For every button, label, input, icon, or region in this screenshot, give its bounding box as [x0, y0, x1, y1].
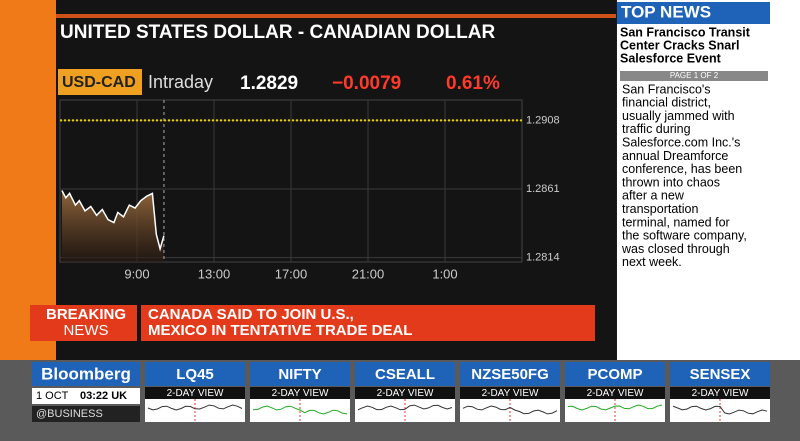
news-title: TOP NEWS [621, 2, 711, 21]
date: 1 OCT [36, 390, 69, 402]
tile-view-bar [460, 387, 560, 399]
page-indicator: PAGE 1 OF 2 [670, 71, 719, 80]
tile-name: CSEALL [375, 366, 435, 383]
tile-header [460, 362, 560, 386]
tile-header [355, 362, 455, 386]
tile-sparkline [567, 404, 663, 411]
page-bar [620, 71, 768, 81]
clock-box [32, 388, 140, 404]
brand: Bloomberg [41, 364, 131, 383]
price-line [61, 190, 165, 252]
brand-box [32, 362, 140, 386]
news-headline: Salesforce Event [620, 51, 722, 65]
news-body: transportation [622, 202, 698, 216]
tile-sparkline [462, 405, 558, 415]
change-pct: 0.61% [446, 73, 500, 94]
news-body: the software company, [622, 229, 747, 243]
news-header [617, 2, 770, 24]
tile-sparkline [672, 405, 768, 415]
news-body: thrown into chaos [622, 175, 720, 189]
breaking-bar [30, 305, 595, 341]
news-body: San Francisco's [622, 82, 711, 96]
tile-name: NIFTY [278, 366, 321, 383]
x-tick-label: 21:00 [352, 266, 385, 281]
tile-view: 2-DAY VIEW [272, 388, 329, 399]
tile-chart [565, 399, 665, 422]
x-tick-label: 17:00 [275, 266, 308, 281]
tile-chart [460, 399, 560, 422]
tile-view: 2-DAY VIEW [482, 388, 539, 399]
chart-panel [56, 0, 616, 360]
tile-view: 2-DAY VIEW [377, 388, 434, 399]
news-headline: Center Cracks Snarl [620, 38, 740, 52]
tile-view-bar [145, 387, 245, 399]
news-panel [617, 0, 800, 360]
tile-header [670, 362, 770, 386]
news-body: Salesforce.com Inc.'s [622, 135, 740, 149]
last-price: 1.2829 [240, 73, 298, 94]
breaking-text: CANADA SAID TO JOIN U.S., [148, 306, 354, 323]
news-body: next week. [622, 255, 682, 269]
area [61, 190, 164, 262]
symbol: USD-CAD [62, 74, 136, 91]
tile-name: LQ45 [176, 366, 214, 383]
y-tick-label: 1.2814 [526, 252, 560, 264]
tile-header [565, 362, 665, 386]
tile-header [250, 362, 350, 386]
breaking-text: MEXICO IN TENTATIVE TRADE DEAL [148, 322, 412, 339]
tile-chart [355, 399, 455, 422]
change: −0.0079 [332, 73, 401, 94]
x-tick-label: 9:00 [124, 266, 149, 281]
news-body: traffic during [622, 122, 691, 136]
time: 03:22 UK [80, 390, 127, 402]
news-body: financial district, [622, 96, 711, 110]
tile-name: SENSEX [690, 366, 751, 383]
news-body: conference, has been [622, 162, 742, 176]
period: Intraday [148, 72, 213, 92]
news-headline: San Francisco Transit [620, 25, 751, 39]
tile-name: PCOMP [587, 366, 642, 383]
side-strip [0, 0, 56, 360]
tile-view-bar [355, 387, 455, 399]
news-body: usually jammed with [622, 109, 735, 123]
tile-view: 2-DAY VIEW [587, 388, 644, 399]
handle-box [32, 406, 140, 422]
news-body: after a new [622, 189, 685, 203]
handle: @BUSINESS [36, 408, 103, 420]
headline: UNITED STATES DOLLAR - CANADIAN DOLLAR [60, 22, 495, 43]
tile-chart [670, 399, 770, 422]
symbol-box [58, 69, 142, 95]
tile-sparkline [147, 404, 243, 411]
tile-sparkline [252, 405, 348, 415]
breaking-divider [137, 305, 141, 341]
tile-header [145, 362, 245, 386]
x-tick-label: 1:00 [432, 266, 457, 281]
news-body: terminal, named for [622, 215, 730, 229]
breaking-label: NEWS [64, 322, 109, 339]
tile-sparkline [357, 404, 453, 411]
y-tick-label: 1.2908 [526, 114, 560, 126]
y-tick-label: 1.2861 [526, 183, 560, 195]
breaking-label: BREAKING [46, 306, 126, 323]
tile-view-bar [565, 387, 665, 399]
tile-name: NZSE50FG [471, 366, 549, 383]
news-body: was closed through [621, 242, 730, 256]
x-tick-label: 13:00 [198, 266, 231, 281]
tile-view-bar [670, 387, 770, 399]
rule [56, 14, 616, 18]
tile-view-bar [250, 387, 350, 399]
tile-view: 2-DAY VIEW [692, 388, 749, 399]
tile-view: 2-DAY VIEW [167, 388, 224, 399]
news-body: annual Dreamforce [622, 149, 728, 163]
tile-chart [145, 399, 245, 422]
